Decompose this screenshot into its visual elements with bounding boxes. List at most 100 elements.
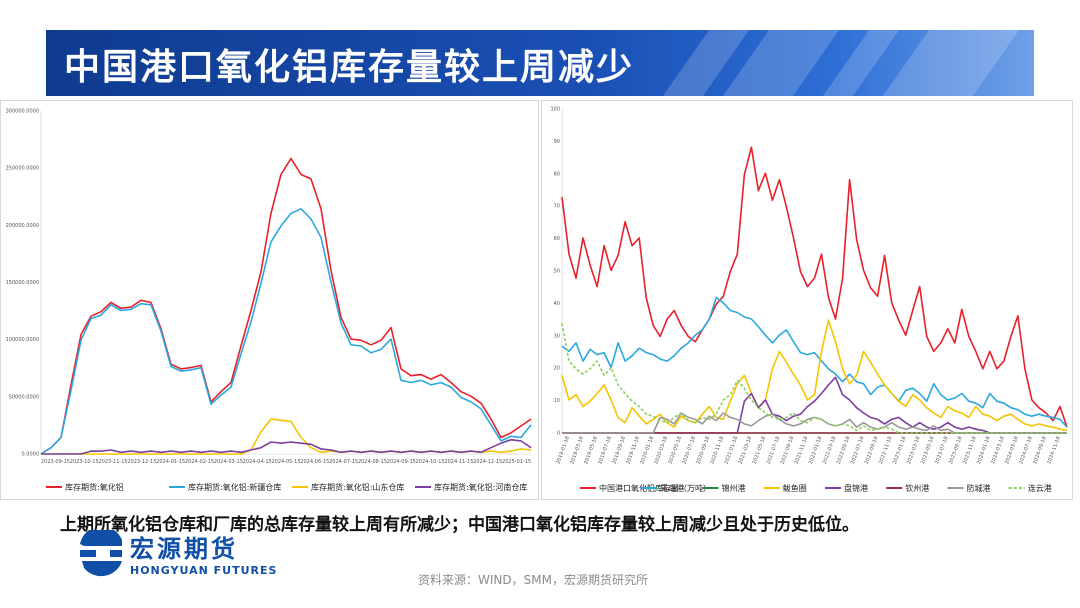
right-chart: 0 10 20 30 40 50 60 70 80 90 100 2019-01-182019-03-… bbox=[550, 107, 1068, 493]
series-line-0 bbox=[561, 146, 1068, 428]
x-tick-label: 2019-03-18 bbox=[569, 436, 585, 465]
y-tick-label: 200000.0000 bbox=[6, 223, 39, 229]
x-tick-label: 2020-07-18 bbox=[682, 436, 698, 465]
y-tick-label: 70 bbox=[554, 204, 560, 210]
x-tick-label: 2020-03-18 bbox=[654, 436, 670, 465]
summary-text: 上期所氧化铝仓库和厂库的总库存量较上周有所减少；中国港口氧化铝库存量较上周减少且… bbox=[60, 515, 859, 535]
x-tick-label: 2019-09-18 bbox=[611, 436, 627, 465]
hongyuan-logo: 宏源期货 HONGYUAN FUTURES bbox=[80, 530, 277, 577]
x-tick-label: 2024-09-15 bbox=[387, 459, 416, 465]
x-tick-label: 2024-01-15 bbox=[156, 459, 185, 465]
series-line-0 bbox=[40, 157, 532, 455]
legend-label: 锦州港 bbox=[722, 483, 746, 493]
x-tick-label: 2023-05-18 bbox=[920, 436, 936, 465]
left-chart: 0.0000 50000.0000 100000.0000 150000.0000 20… bbox=[6, 109, 532, 492]
x-tick-label: 2023-12-15 bbox=[127, 459, 156, 465]
legend-label: 钦州港 bbox=[905, 483, 929, 493]
x-tick-label: 2022-11-18 bbox=[878, 436, 894, 465]
legend-label: 库存期货:氧化铝:山东仓库 bbox=[311, 482, 404, 492]
x-tick-label: 2022-03-18 bbox=[822, 436, 838, 465]
x-tick-label: 2020-11-18 bbox=[710, 436, 726, 465]
right-chart-panel: 0 10 20 30 40 50 60 70 80 90 100 2019-01-18 2019-03-… bbox=[541, 100, 1073, 500]
legend-label: 防城港 bbox=[967, 483, 991, 493]
y-tick-label: 0.0000 bbox=[22, 452, 40, 458]
x-tick-label: 2024-11-18 bbox=[1046, 436, 1062, 465]
legend-label: 连云港 bbox=[1028, 483, 1052, 493]
y-tick-label: 10 bbox=[554, 398, 560, 404]
x-tick-label: 2022-09-18 bbox=[864, 436, 880, 465]
y-tick-label: 100 bbox=[550, 107, 560, 113]
x-tick-label: 2023-01-18 bbox=[892, 436, 908, 465]
x-tick-label: 2024-03-18 bbox=[990, 436, 1006, 465]
y-tick-label: 50 bbox=[554, 269, 560, 275]
y-tick-label: 250000.0000 bbox=[6, 166, 39, 172]
title-banner: 中国港口氧化铝库存量较上周减少 bbox=[46, 30, 1034, 96]
x-tick-label: 2021-11-18 bbox=[794, 436, 810, 465]
legend-label: 鲅鱼圈 bbox=[783, 483, 807, 493]
x-tick-label: 2024-02-15 bbox=[185, 459, 214, 465]
y-tick-label: 300000.0000 bbox=[6, 109, 39, 115]
x-tick-label: 2024-08-15 bbox=[358, 459, 387, 465]
series-line-1 bbox=[40, 208, 532, 455]
y-tick-label: 50000.0000 bbox=[9, 394, 39, 400]
x-tick-label: 2020-05-18 bbox=[668, 436, 684, 465]
x-tick-label: 2024-07-18 bbox=[1018, 436, 1034, 465]
y-tick-label: 20 bbox=[554, 366, 560, 372]
x-tick-label: 2023-03-18 bbox=[906, 436, 922, 465]
x-tick-label: 2023-07-18 bbox=[934, 436, 950, 465]
x-tick-label: 2019-07-18 bbox=[597, 436, 613, 465]
x-tick-label: 2023-11-15 bbox=[99, 459, 128, 465]
series-line-2 bbox=[41, 418, 532, 455]
series-line-1 bbox=[561, 296, 1068, 428]
x-tick-label: 2020-01-18 bbox=[639, 436, 655, 465]
y-tick-label: 30 bbox=[554, 333, 560, 339]
x-tick-label: 2021-09-18 bbox=[780, 436, 796, 465]
series-line-3 bbox=[41, 438, 532, 455]
x-tick-label: 2024-05-18 bbox=[1004, 436, 1020, 465]
y-tick-label: 0 bbox=[557, 431, 560, 437]
y-tick-label: 80 bbox=[554, 171, 560, 177]
series-line-3 bbox=[561, 319, 1068, 432]
x-tick-label: 2022-07-18 bbox=[850, 436, 866, 465]
y-tick-label: 40 bbox=[554, 301, 560, 307]
legend-label: 青岛港 bbox=[660, 483, 684, 493]
x-tick-label: 2022-05-18 bbox=[836, 436, 852, 465]
x-tick-label: 2019-01-18 bbox=[555, 436, 571, 465]
x-tick-label: 2021-05-18 bbox=[752, 436, 768, 465]
x-tick-label: 2019-05-18 bbox=[583, 436, 599, 465]
x-tick-label: 2021-03-18 bbox=[738, 436, 754, 465]
x-tick-label: 2024-01-18 bbox=[976, 436, 992, 465]
legend-label: 库存期货:氧化铝 bbox=[65, 482, 124, 492]
x-tick-label: 2023-09-18 bbox=[948, 436, 964, 465]
page-title: 中国港口氧化铝库存量较上周减少 bbox=[64, 47, 635, 88]
x-tick-label: 2025-01-15 bbox=[502, 459, 531, 465]
legend-label: 盘锦港 bbox=[844, 483, 868, 493]
x-tick-label: 2024-04-15 bbox=[243, 459, 272, 465]
source-note: 资料来源：WIND，SMM，宏源期货研究所 bbox=[418, 573, 648, 587]
x-tick-label: 2024-12-15 bbox=[473, 459, 502, 465]
logo-icon bbox=[80, 530, 122, 577]
x-tick-label: 2023-09-15 bbox=[41, 459, 70, 465]
x-tick-label: 2024-11-15 bbox=[444, 459, 473, 465]
legend-label: 库存期货:氧化铝:新疆仓库 bbox=[188, 482, 281, 492]
x-tick-label: 2023-10-15 bbox=[70, 459, 99, 465]
logo-cn-text: 宏源期货 bbox=[130, 535, 238, 563]
x-tick-label: 2023-11-18 bbox=[962, 436, 978, 465]
x-tick-label: 2024-05-15 bbox=[271, 459, 300, 465]
x-tick-label: 2024-06-15 bbox=[300, 459, 329, 465]
x-tick-label: 2022-01-18 bbox=[808, 436, 824, 465]
x-tick-label: 2021-07-18 bbox=[766, 436, 782, 465]
x-tick-label: 2024-07-15 bbox=[329, 459, 358, 465]
x-tick-label: 2024-10-15 bbox=[416, 459, 445, 465]
series-line-6 bbox=[562, 412, 1067, 434]
y-tick-label: 60 bbox=[554, 236, 560, 242]
logo-en-text: HONGYUAN FUTURES bbox=[130, 564, 277, 577]
x-tick-label: 2019-11-18 bbox=[625, 436, 641, 465]
x-tick-label: 2024-09-18 bbox=[1032, 436, 1048, 465]
series-line-7 bbox=[561, 323, 1067, 434]
x-tick-label: 2024-03-15 bbox=[214, 459, 243, 465]
y-tick-label: 150000.0000 bbox=[6, 280, 39, 286]
x-tick-label: 2020-09-18 bbox=[696, 436, 712, 465]
x-tick-label: 2021-01-18 bbox=[724, 436, 740, 465]
y-tick-label: 90 bbox=[554, 139, 560, 145]
